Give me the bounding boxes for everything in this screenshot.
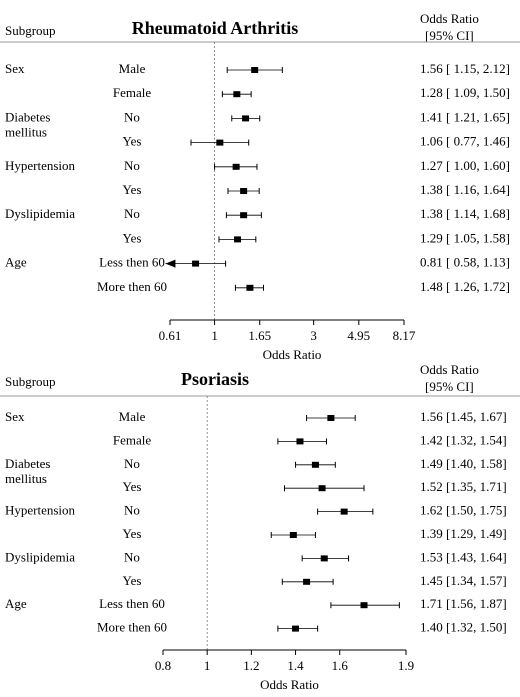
subgroup-label: Yes xyxy=(123,526,142,541)
value-label: 1.41 [ 1.21, 1.65] xyxy=(420,109,510,124)
point-estimate xyxy=(311,461,319,468)
point-estimate xyxy=(360,602,368,609)
panel-title: Psoriasis xyxy=(181,369,249,389)
or-header: Odds Ratio xyxy=(420,362,479,377)
x-tick-label: 1 xyxy=(211,328,218,343)
subgroup-label: Yes xyxy=(123,134,142,149)
subgroup-label: More then 60 xyxy=(97,279,167,294)
subgroup-label: No xyxy=(124,206,140,221)
ci-header: [95% CI] xyxy=(425,379,474,394)
x-tick-label: 1.9 xyxy=(398,658,414,673)
subgroup-label: Less then 60 xyxy=(99,255,165,270)
value-label: 1.45 [1.34, 1.57] xyxy=(420,573,507,588)
x-tick-label: 3 xyxy=(310,328,317,343)
value-label: 1.49 [1.40, 1.58] xyxy=(420,456,507,471)
x-tick-label: 1.2 xyxy=(243,658,259,673)
point-estimate xyxy=(233,91,241,98)
group-label: mellitus xyxy=(5,471,47,486)
group-label: Dyslipidemia xyxy=(5,206,75,221)
value-label: 1.42 [1.32, 1.54] xyxy=(420,432,507,447)
value-label: 1.29 [ 1.05, 1.58] xyxy=(420,230,510,245)
value-label: 0.81 [ 0.58, 1.13] xyxy=(420,255,510,270)
x-tick-label: 1.65 xyxy=(248,328,271,343)
value-label: 1.28 [ 1.09, 1.50] xyxy=(420,85,510,100)
value-label: 1.56 [1.45, 1.67] xyxy=(420,409,507,424)
x-tick-label: 8.17 xyxy=(393,328,416,343)
subgroup-label: Yes xyxy=(123,573,142,588)
value-label: 1.40 [1.32, 1.50] xyxy=(420,620,507,635)
subgroup-label: Female xyxy=(113,85,151,100)
x-tick-label: 0.61 xyxy=(159,328,182,343)
ci-arrow xyxy=(165,259,176,268)
value-label: 1.48 [ 1.26, 1.72] xyxy=(420,279,510,294)
point-estimate xyxy=(216,139,224,146)
group-label: Hypertension xyxy=(5,503,76,518)
group-label: mellitus xyxy=(5,124,47,139)
x-tick-label: 1.6 xyxy=(332,658,349,673)
ci-header: [95% CI] xyxy=(425,28,474,43)
point-estimate xyxy=(240,188,248,194)
point-estimate xyxy=(318,485,326,492)
subgroup-label: No xyxy=(124,549,140,564)
value-label: 1.62 [1.50, 1.75] xyxy=(420,503,507,518)
panel-title: Rheumatoid Arthritis xyxy=(132,18,299,38)
or-header: Odds Ratio xyxy=(420,11,479,26)
point-estimate xyxy=(240,212,248,219)
point-estimate xyxy=(234,236,242,243)
value-label: 1.71 [1.56, 1.87] xyxy=(420,596,507,611)
group-label: Diabetes xyxy=(5,109,50,124)
x-tick-label: 1.4 xyxy=(287,658,304,673)
group-label: Sex xyxy=(5,409,25,424)
point-estimate xyxy=(289,532,297,538)
group-label: Sex xyxy=(5,61,25,76)
subgroup-label: More then 60 xyxy=(97,620,167,635)
group-label: Diabetes xyxy=(5,456,50,471)
subgroup-header: Subgroup xyxy=(5,374,56,389)
subgroup-label: Male xyxy=(119,409,146,424)
subgroup-label: No xyxy=(124,456,140,471)
group-label: Age xyxy=(5,255,27,270)
point-estimate xyxy=(340,508,348,515)
point-estimate xyxy=(251,67,259,73)
subgroup-label: Less then 60 xyxy=(99,596,165,611)
subgroup-header: Subgroup xyxy=(5,23,56,38)
point-estimate xyxy=(242,115,250,122)
subgroup-label: Female xyxy=(113,432,151,447)
value-label: 1.06 [ 0.77, 1.46] xyxy=(420,134,510,149)
group-label: Hypertension xyxy=(5,158,76,173)
x-tick-label: 1 xyxy=(204,658,211,673)
point-estimate xyxy=(192,260,200,267)
point-estimate xyxy=(327,415,335,421)
subgroup-label: Male xyxy=(119,61,146,76)
x-tick-label: 4.95 xyxy=(347,328,370,343)
point-estimate xyxy=(232,163,240,170)
point-estimate xyxy=(246,284,254,291)
point-estimate xyxy=(296,438,304,445)
subgroup-label: Yes xyxy=(123,182,142,197)
subgroup-label: Yes xyxy=(123,230,142,245)
x-tick-label: 0.8 xyxy=(155,658,171,673)
group-label: Age xyxy=(5,596,27,611)
value-label: 1.27 [ 1.00, 1.60] xyxy=(420,158,510,173)
value-label: 1.38 [ 1.14, 1.68] xyxy=(420,206,510,221)
value-label: 1.52 [1.35, 1.71] xyxy=(420,479,507,494)
value-label: 1.38 [ 1.16, 1.64] xyxy=(420,182,510,197)
value-label: 1.53 [1.43, 1.64] xyxy=(420,549,507,564)
point-estimate xyxy=(303,578,311,585)
group-label: Dyslipidemia xyxy=(5,549,75,564)
value-label: 1.39 [1.29, 1.49] xyxy=(420,526,507,541)
subgroup-label: Yes xyxy=(123,479,142,494)
subgroup-label: No xyxy=(124,503,140,518)
subgroup-label: No xyxy=(124,158,140,173)
value-label: 1.56 [ 1.15, 2.12] xyxy=(420,61,510,76)
x-axis-label: Odds Ratio xyxy=(260,677,319,692)
point-estimate xyxy=(292,625,300,632)
subgroup-label: No xyxy=(124,109,140,124)
point-estimate xyxy=(320,555,328,562)
x-axis-label: Odds Ratio xyxy=(263,347,322,362)
